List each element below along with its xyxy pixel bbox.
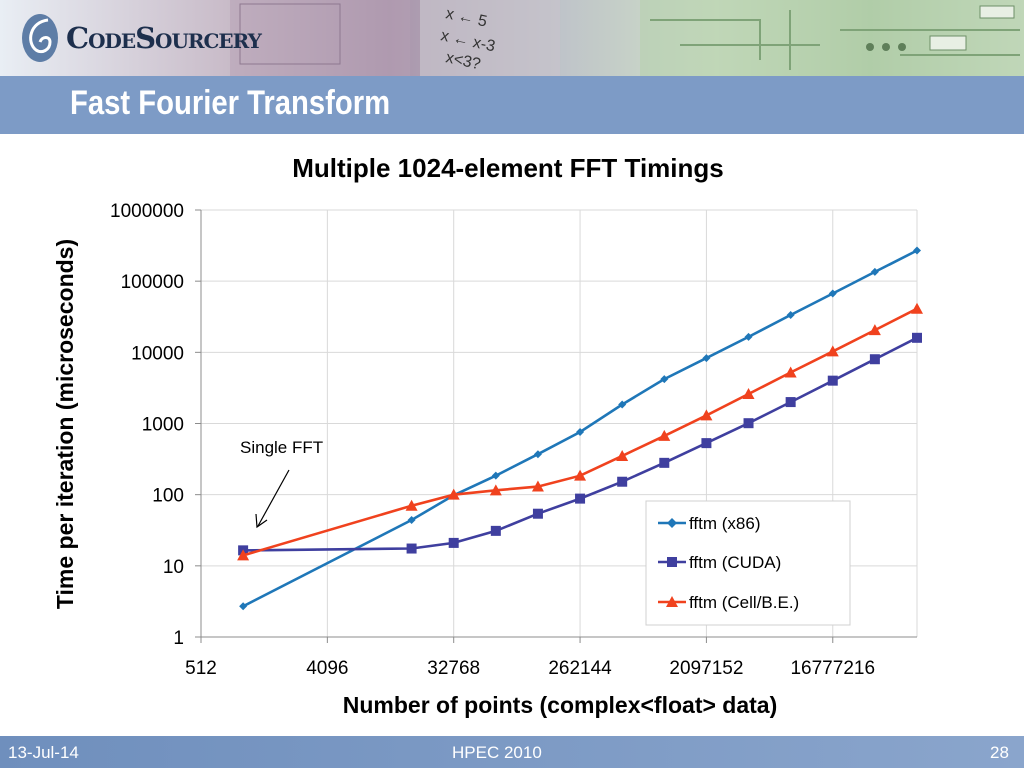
- y-tick-label: 100: [152, 486, 184, 507]
- data-point: [532, 508, 543, 519]
- legend: fftm (x86) fftm (CUDA) fftm (Cell/B.E.): [645, 500, 851, 626]
- codesourcery-logo: CodeSourcery: [20, 12, 262, 64]
- data-point: [912, 332, 922, 343]
- data-point: [490, 525, 501, 536]
- data-point: [406, 543, 417, 554]
- data-point: [489, 484, 502, 496]
- data-point: [616, 449, 629, 461]
- data-point: [660, 375, 669, 384]
- data-point: [785, 397, 796, 408]
- legend-label-cell: fftm (Cell/B.E.): [689, 593, 799, 612]
- data-point: [913, 246, 921, 255]
- logo-swirl-icon: [22, 14, 58, 62]
- series-layer: [237, 246, 923, 611]
- banner-artwork: x ← 5 x ← x-3 x<3?: [230, 0, 1024, 76]
- data-point: [828, 289, 837, 298]
- footer-page-number: 28: [990, 743, 1009, 762]
- data-point: [659, 457, 670, 468]
- slide-title: Fast Fourier Transform: [70, 84, 391, 122]
- data-point: [911, 302, 923, 314]
- data-point: [743, 418, 754, 429]
- data-point: [448, 537, 459, 548]
- data-point: [744, 332, 753, 341]
- svg-text:x<3?: x<3?: [444, 49, 482, 73]
- data-point: [701, 438, 712, 449]
- x-tick-label: 2097152: [669, 658, 743, 679]
- data-point: [786, 310, 795, 319]
- data-point: [742, 387, 755, 399]
- logo-text: CodeSourcery: [66, 21, 262, 55]
- data-point: [407, 516, 416, 525]
- y-tick-label: 10: [163, 557, 184, 578]
- annotation-single-fft: Single FFT: [240, 438, 323, 457]
- legend-item-cuda: fftm (CUDA): [658, 553, 781, 572]
- series-x86: [239, 246, 921, 611]
- title-bar: [0, 76, 1024, 134]
- x-tick-label: 512: [185, 658, 217, 679]
- data-point: [531, 480, 544, 492]
- legend-item-cell: fftm (Cell/B.E.): [658, 593, 799, 612]
- footer-bar: [0, 736, 1024, 768]
- annotation-arrow: [255, 469, 290, 529]
- data-point: [575, 493, 586, 504]
- series-cell: [237, 302, 923, 561]
- chart-grid: [195, 209, 918, 643]
- data-point: [868, 324, 881, 336]
- chart-title: Multiple 1024-element FFT Timings: [292, 153, 724, 183]
- data-point: [491, 471, 500, 480]
- y-tick-label: 10000: [131, 343, 184, 364]
- x-tick-label: 16777216: [790, 658, 875, 679]
- data-point: [405, 499, 418, 511]
- series-line: [243, 336, 918, 552]
- data-point: [826, 345, 839, 357]
- data-point: [239, 602, 248, 611]
- data-point: [237, 549, 250, 561]
- legend-item-x86: fftm (x86): [658, 514, 760, 533]
- data-point: [700, 409, 713, 421]
- x-tick-label: 4096: [306, 658, 348, 679]
- data-point: [827, 375, 838, 386]
- y-tick-label: 1: [173, 628, 184, 649]
- data-point: [658, 429, 671, 441]
- y-tick-label: 1000000: [110, 201, 184, 222]
- data-point: [533, 450, 542, 459]
- footer-event: HPEC 2010: [452, 743, 542, 762]
- data-point: [447, 488, 460, 500]
- footer-date: 13-Jul-14: [8, 743, 79, 762]
- y-axis-label: Time per iteration (microseconds): [52, 239, 78, 609]
- x-tick-label: 262144: [548, 658, 612, 679]
- legend-label-x86: fftm (x86): [689, 514, 760, 533]
- series-line: [242, 307, 918, 557]
- y-tick-label: 100000: [121, 272, 184, 293]
- y-tick-labels: 1 10 100 1000 10000 100000 1000000: [110, 201, 184, 649]
- fft-timing-chart: Multiple 1024-element FFT Timings 512 409…: [52, 153, 923, 718]
- legend-label-cuda: fftm (CUDA): [689, 553, 781, 572]
- data-point: [869, 354, 880, 365]
- data-point: [574, 469, 587, 481]
- data-point: [617, 476, 628, 487]
- y-tick-label: 1000: [142, 415, 184, 436]
- x-tick-label: 32768: [427, 658, 480, 679]
- series-line: [242, 249, 918, 608]
- data-point: [618, 400, 627, 409]
- data-point: [576, 427, 585, 436]
- data-point: [784, 366, 797, 378]
- data-point: [870, 267, 879, 276]
- data-point: [702, 354, 711, 363]
- header-banner: x ← 5 x ← x-3 x<3? CodeSourcery: [0, 0, 1024, 76]
- x-tick-labels: 512 4096 32768 262144 2097152 16777216: [185, 658, 875, 679]
- x-axis-label: Number of points (complex<float> data): [343, 692, 778, 718]
